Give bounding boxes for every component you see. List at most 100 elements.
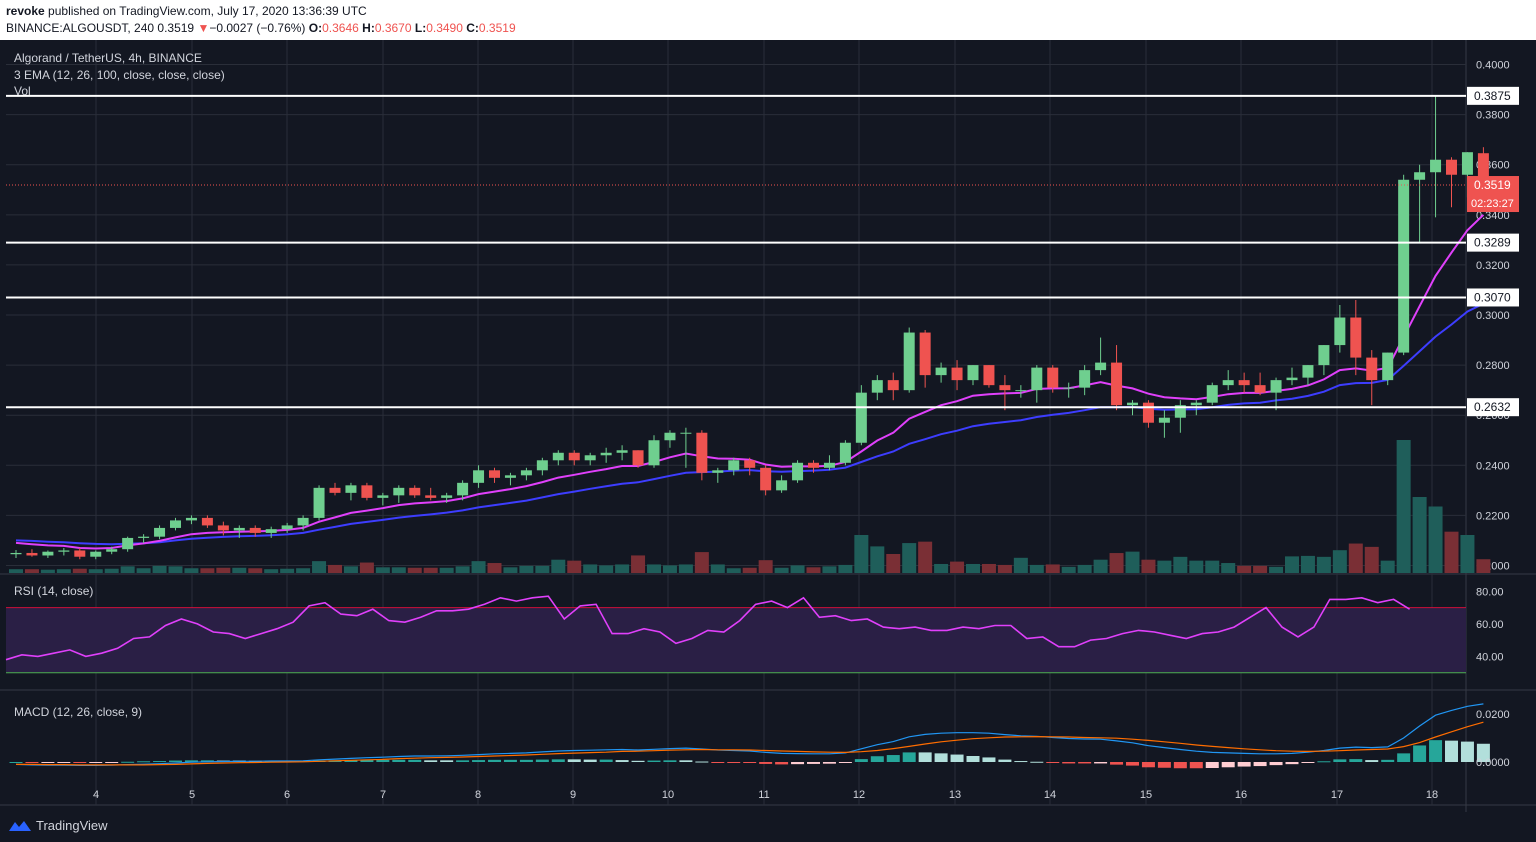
- volume-bar: [56, 569, 71, 573]
- candle: [536, 457, 548, 476]
- footer: TradingView: [0, 812, 1536, 842]
- candle: [903, 327, 915, 393]
- candle-body: [728, 460, 740, 471]
- candle-body: [425, 495, 437, 498]
- candle: [1270, 377, 1282, 411]
- macd-histogram-bar: [1078, 762, 1092, 764]
- candle-body: [823, 462, 835, 468]
- candle-body: [855, 392, 867, 443]
- candle-body: [967, 365, 979, 381]
- volume-bar: [296, 568, 311, 573]
- volume-bar: [391, 567, 406, 573]
- candle-body: [74, 550, 86, 557]
- volume-bar: [1476, 559, 1491, 573]
- candle: [951, 360, 963, 391]
- volume-bar: [1444, 531, 1459, 573]
- macd-tick-label: 0.0000: [1476, 757, 1510, 769]
- candle: [1238, 372, 1250, 393]
- published-text: published on TradingView.com, July 17, 2…: [48, 4, 367, 18]
- candle-body: [919, 332, 931, 376]
- volume-bar: [1077, 564, 1092, 573]
- candle-body: [1302, 365, 1314, 378]
- candle: [457, 480, 469, 501]
- candle-body: [1461, 152, 1473, 175]
- candle: [632, 450, 644, 468]
- candle: [313, 485, 325, 521]
- macd-histogram-bar: [1253, 762, 1267, 767]
- candle-body: [281, 525, 293, 530]
- candle: [297, 515, 309, 531]
- level-label-box: [1467, 398, 1519, 417]
- macd-histogram-bar: [1301, 762, 1315, 763]
- author-name[interactable]: revoke: [6, 4, 45, 18]
- macd-histogram-bar: [1476, 743, 1490, 762]
- volume-bar: [216, 567, 231, 573]
- chart-svg[interactable]: 0.40000.38000.36000.34000.32000.30000.28…: [0, 40, 1536, 812]
- candle-body: [839, 442, 851, 463]
- candle: [1031, 365, 1043, 403]
- candle-body: [265, 529, 277, 533]
- candle: [138, 534, 150, 543]
- macd-histogram-bar: [57, 762, 71, 763]
- volume-bar: [631, 555, 646, 573]
- candle: [999, 375, 1011, 411]
- macd-histogram-bar: [918, 752, 932, 762]
- candle-body: [1079, 370, 1091, 388]
- tradingview-logo-icon: [9, 820, 31, 831]
- level-label: 0.2632: [1474, 400, 1511, 414]
- macd-histogram-bar: [1429, 740, 1443, 762]
- volume-bar: [1013, 557, 1028, 573]
- volume-bar: [790, 565, 805, 573]
- tradingview-brand[interactable]: TradingView: [8, 818, 108, 833]
- price-tick-label: 0.3400: [1476, 210, 1510, 222]
- volume-bar: [583, 564, 598, 573]
- candle-body: [377, 495, 389, 498]
- open-value: 0.3646: [322, 21, 359, 35]
- volume-bar: [774, 567, 789, 573]
- candle: [520, 467, 532, 481]
- macd-histogram-bar: [615, 760, 629, 762]
- macd-histogram-bar: [1189, 762, 1203, 769]
- candle-body: [808, 462, 819, 468]
- candle-body: [1398, 179, 1410, 353]
- rsi-label: RSI (14, close): [14, 584, 93, 598]
- time-tick-label: 8: [475, 789, 481, 801]
- volume-bar: [615, 564, 630, 573]
- candle-body: [1222, 380, 1234, 386]
- macd-histogram-bar: [169, 760, 182, 762]
- chart-area[interactable]: 0.4000 0.3800 0.3600 0.3400 0.3200 0.3000 0.28…: [0, 40, 1536, 812]
- volume-bar: [647, 564, 661, 573]
- macd-histogram-bar: [9, 762, 23, 763]
- ohlc-line: BINANCE:ALGOUSDT, 240 0.3519 ▼−0.0027 (−…: [6, 21, 516, 35]
- macd-histogram-bar: [1205, 762, 1219, 768]
- candle-body: [1095, 362, 1107, 371]
- macd-histogram-bar: [711, 762, 725, 763]
- macd-histogram-bar: [456, 760, 470, 762]
- volume-bar: [168, 566, 183, 573]
- candle: [935, 362, 947, 383]
- candle: [1047, 365, 1059, 393]
- volume-bar: [806, 567, 821, 573]
- macd-histogram-bar: [25, 762, 39, 763]
- signal-line: [16, 721, 1484, 766]
- candle: [712, 467, 724, 483]
- volume-bar: [375, 567, 390, 573]
- time-tick-label: 9: [570, 789, 576, 801]
- candle: [648, 435, 660, 468]
- candle-body: [1254, 385, 1266, 393]
- macd-histogram-bar: [1221, 762, 1235, 768]
- candle-body: [1047, 367, 1059, 388]
- macd-histogram-bar: [1237, 762, 1251, 767]
- macd-histogram-bar: [679, 760, 693, 762]
- macd-histogram-bar: [838, 762, 852, 763]
- candle: [871, 375, 883, 401]
- candle: [10, 549, 22, 558]
- candle-body: [313, 487, 325, 518]
- candle-body: [457, 482, 469, 496]
- time-tick-label: 5: [189, 789, 195, 801]
- macd-histogram-bar: [1014, 761, 1028, 763]
- candle: [1015, 385, 1027, 398]
- level-label-box: [1467, 288, 1519, 307]
- macd-histogram-bar: [791, 762, 805, 765]
- candle: [1398, 174, 1410, 356]
